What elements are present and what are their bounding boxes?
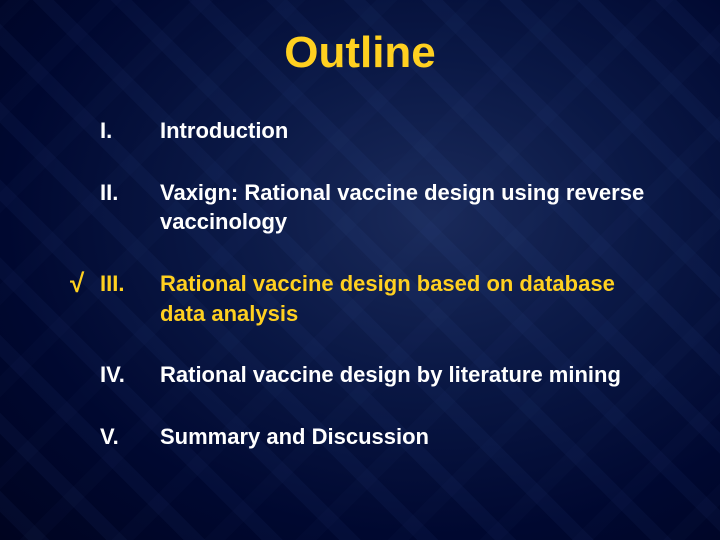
item-numeral: I.	[100, 116, 160, 146]
item-numeral: IV.	[100, 360, 160, 390]
item-numeral: III.	[100, 269, 160, 299]
item-numeral: V.	[100, 422, 160, 452]
outline-list: I. Introduction II. Vaxign: Rational vac…	[0, 116, 720, 452]
item-text: Rational vaccine design based on databas…	[160, 269, 660, 328]
outline-item: II. Vaxign: Rational vaccine design usin…	[100, 178, 660, 237]
item-text: Rational vaccine design by literature mi…	[160, 360, 660, 390]
outline-item: IV. Rational vaccine design by literatur…	[100, 360, 660, 390]
outline-item: I. Introduction	[100, 116, 660, 146]
item-text: Introduction	[160, 116, 660, 146]
item-numeral: II.	[100, 178, 160, 208]
item-text: Vaxign: Rational vaccine design using re…	[160, 178, 660, 237]
outline-item-current: √ III. Rational vaccine design based on …	[100, 269, 660, 328]
outline-item: V. Summary and Discussion	[100, 422, 660, 452]
slide-title: Outline	[0, 0, 720, 116]
item-text: Summary and Discussion	[160, 422, 660, 452]
checkmark-icon: √	[70, 269, 100, 298]
